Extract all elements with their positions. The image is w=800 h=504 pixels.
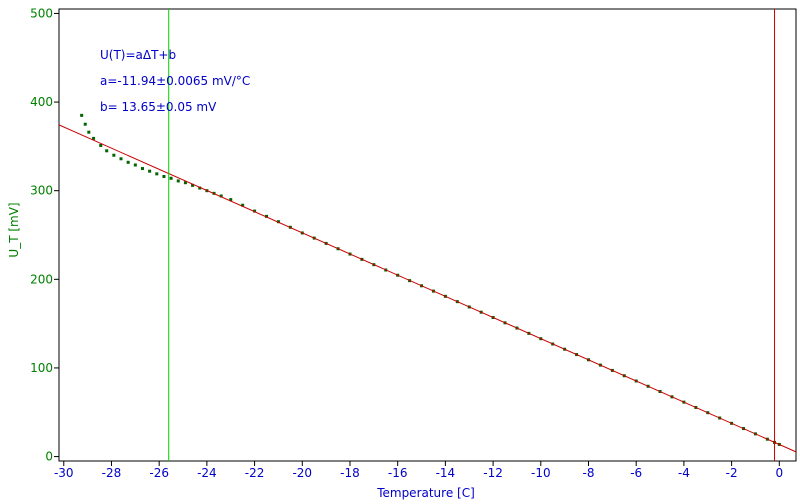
data-point [105,149,109,153]
data-point [162,175,166,179]
data-point [265,214,269,218]
y-tick-label: 200 [30,272,53,286]
x-tick-label: -16 [388,466,408,480]
data-point [112,153,116,157]
fit-slope: a=-11.94±0.0065 mV/°C [100,74,250,88]
y-tick-label: 0 [45,450,53,464]
data-point [219,194,223,198]
data-point [169,176,173,180]
y-tick-label: 500 [30,6,53,20]
data-point [183,181,187,185]
data-point [133,163,137,167]
data-point [80,113,84,117]
y-tick-label: 300 [30,184,53,198]
data-point [198,186,202,190]
x-tick-label: -28 [102,466,122,480]
x-tick-label: -2 [726,466,738,480]
x-axis-label: Temperature [C] [376,486,475,500]
data-point [99,143,103,147]
x-tick-label: -26 [149,466,169,480]
x-tick-label: -20 [292,466,312,480]
x-tick-label: -30 [54,466,74,480]
x-tick-label: -6 [630,466,642,480]
y-tick-label: 100 [30,361,53,375]
x-tick-label: -10 [531,466,551,480]
data-point [148,169,152,173]
x-tick-label: -22 [245,466,265,480]
fit-line [58,124,797,453]
data-point [253,209,257,213]
data-point [176,179,180,183]
data-point [126,160,130,164]
x-axis-ticks: -30 -28 -26 -24 -22 -20 -18 -16 -14 -12 -10 -8 -6 -4-… [54,461,783,480]
y-axis-label: U_T [mV] [7,202,21,257]
data-point [155,172,159,176]
data-point [191,183,195,187]
x-tick-label: -4 [678,466,690,480]
scatter-markers [80,113,781,446]
data-point [241,203,245,207]
fit-formula: U(T)=aΔT+b [100,48,176,62]
data-point [92,136,96,140]
x-tick-label: 0 [775,466,783,480]
x-tick-label: -24 [197,466,217,480]
data-point [119,157,123,161]
y-axis-ticks: 0 100 200 300 400 500 [30,6,59,464]
plot-frame [58,8,797,462]
y-tick-label: 400 [30,95,53,109]
x-tick-label: -8 [583,466,595,480]
x-tick-label: -18 [340,466,360,480]
x-tick-label: -14 [436,466,456,480]
data-point [83,122,87,126]
data-point [87,130,91,134]
fit-intercept: b= 13.65±0.05 mV [100,100,217,114]
data-point [140,167,144,171]
x-tick-label: -12 [483,466,503,480]
data-point [229,198,233,202]
